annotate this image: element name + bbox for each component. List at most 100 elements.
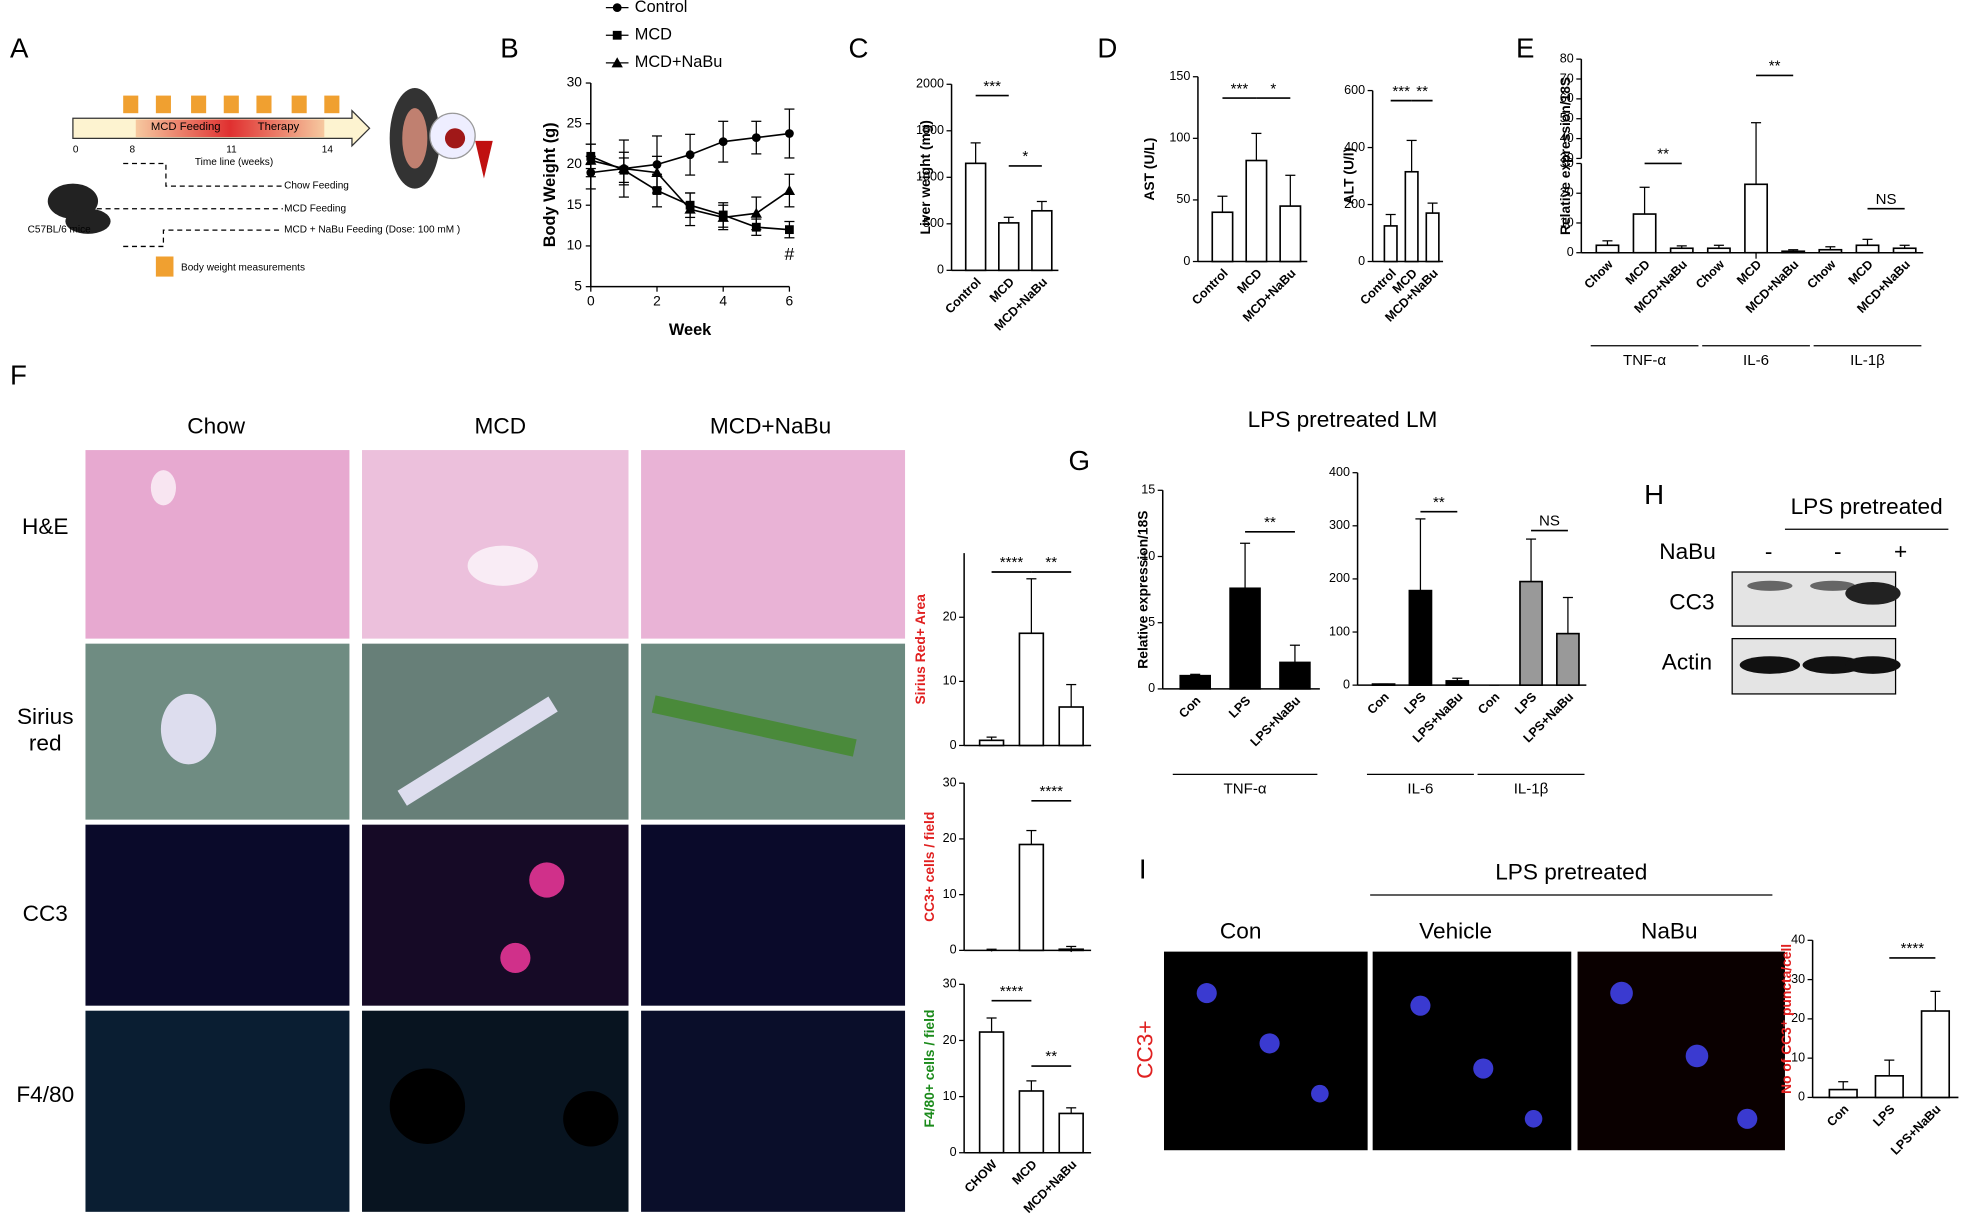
y-tick-label: 20 (943, 831, 957, 845)
bar (1892, 247, 1917, 254)
lane-label: - (1834, 539, 1842, 564)
bar (998, 222, 1020, 272)
bar (1556, 632, 1580, 686)
panel-letter: C (848, 33, 868, 64)
y-tick-label: 1500 (916, 123, 944, 137)
y-tick-label: 60 (1560, 91, 1574, 105)
panel-letter: I (1139, 853, 1147, 884)
marker (785, 225, 794, 235)
y-tick-label: 0 (950, 1145, 957, 1159)
row-label: CC3+ (1132, 1020, 1157, 1078)
y-tick-label: 10 (943, 887, 957, 901)
row-label: H&E (22, 514, 68, 539)
y-axis-label: Relative expression/18S (1557, 77, 1573, 235)
y-tick-label: 200 (1329, 571, 1350, 585)
bar (1632, 213, 1657, 254)
sig-label: * (1270, 80, 1276, 97)
bar (1920, 1010, 1951, 1099)
y-tick-label: 5 (1148, 615, 1155, 629)
arm: MCD + NaBu Feeding (Dose: 100 mM ) (284, 225, 460, 236)
y-tick-label: 600 (1344, 83, 1365, 97)
treatment-label: NaBu (1659, 539, 1716, 564)
marker (751, 133, 761, 142)
bar (1828, 1088, 1858, 1099)
bar (1404, 170, 1419, 263)
group-label: IL-6 (1407, 780, 1433, 797)
lane-label: - (1765, 539, 1773, 564)
bar-label: MCD Feeding (151, 121, 221, 133)
y-tick-label: 10 (567, 237, 583, 253)
blot-title: LPS pretreated (1791, 494, 1943, 519)
x-tick-label: MCD (1623, 257, 1653, 287)
y-tick-label: 0 (950, 943, 957, 957)
column-label: NaBu (1641, 919, 1698, 944)
panel-title: LPS pretreated LM (1248, 407, 1438, 432)
y-tick-label: 0 (1358, 254, 1365, 268)
panel-letter: A (10, 33, 29, 64)
legend-label: Control (635, 0, 688, 16)
y-tick-label: 200 (1344, 197, 1365, 211)
bar (1179, 674, 1211, 690)
panel-letter: B (500, 33, 518, 64)
y-tick-label: 400 (1344, 140, 1365, 154)
bar (1018, 843, 1045, 952)
sig-label: *** (983, 78, 1001, 95)
y-tick-label: 20 (567, 155, 583, 171)
x-tick-label: LPS (1870, 1102, 1897, 1129)
week: 8 (129, 144, 135, 155)
y-tick-label: 2000 (916, 77, 944, 91)
micrographs (85, 450, 906, 1212)
y-tick-label: 150 (1169, 69, 1190, 83)
week: 0 (73, 144, 79, 155)
x-tick-label: 6 (786, 292, 794, 308)
bar (1408, 589, 1433, 686)
bar (1383, 225, 1398, 263)
x-tick-label: MCD (1235, 266, 1265, 296)
y-axis-label: ALT (U/l) (1341, 148, 1357, 205)
x-tick-label: 2 (653, 292, 661, 308)
sig-label: *** (1231, 80, 1249, 97)
row-label: Sirius red (16, 703, 74, 756)
y-tick-label: 50 (1176, 192, 1190, 206)
bar (978, 739, 1005, 747)
marker (785, 129, 794, 138)
sig-label: *** (1392, 83, 1410, 100)
y-axis-label: CC3+ cells / field (921, 812, 937, 922)
measure-label: Body weight measurements (181, 262, 305, 273)
panel-letter: E (1516, 33, 1534, 64)
x-tick-label: Control (1189, 266, 1230, 307)
bar (1781, 250, 1806, 254)
x-tick-label: MCD (1734, 257, 1764, 287)
x-tick-label: 0 (587, 292, 595, 308)
group-label: IL-1β (1514, 780, 1549, 797)
panel-letter: D (1097, 33, 1117, 64)
panel-letter: H (1644, 479, 1664, 510)
sig-label: * (1022, 148, 1028, 165)
marker (652, 186, 662, 195)
week: 11 (226, 144, 237, 155)
group-label: IL-6 (1743, 352, 1769, 369)
marker (717, 211, 729, 222)
group-label: TNF-α (1224, 780, 1267, 797)
marker (783, 184, 796, 195)
arm: Chow Feeding (284, 181, 349, 192)
bar (1279, 661, 1311, 690)
y-tick-label: 10 (1560, 215, 1574, 229)
x-tick-label: LPS (1512, 690, 1539, 717)
schematic: MCD Feeding Therapy 0 8 11 14 Time line … (28, 88, 493, 277)
x-tick-label: LPS (1401, 690, 1428, 717)
x-tick-label: Control (942, 275, 983, 316)
y-tick-label: 50 (1560, 111, 1574, 125)
legend-marker (611, 57, 623, 68)
y-tick-label: 30 (567, 74, 583, 90)
x-tick-label: CHOW (962, 1157, 1000, 1195)
y-tick-label: 0 (1567, 245, 1574, 259)
x-tick-label: Chow (1693, 257, 1727, 291)
y-tick-label: 5 (574, 277, 582, 293)
group-label: TNF-α (1623, 352, 1666, 369)
column-label: MCD (475, 413, 526, 438)
bar (1445, 680, 1470, 686)
y-axis-label: Body Weight (g) (541, 122, 559, 247)
x-tick-label: Chow (1582, 257, 1616, 291)
y-tick-label: 0 (1798, 1090, 1805, 1104)
